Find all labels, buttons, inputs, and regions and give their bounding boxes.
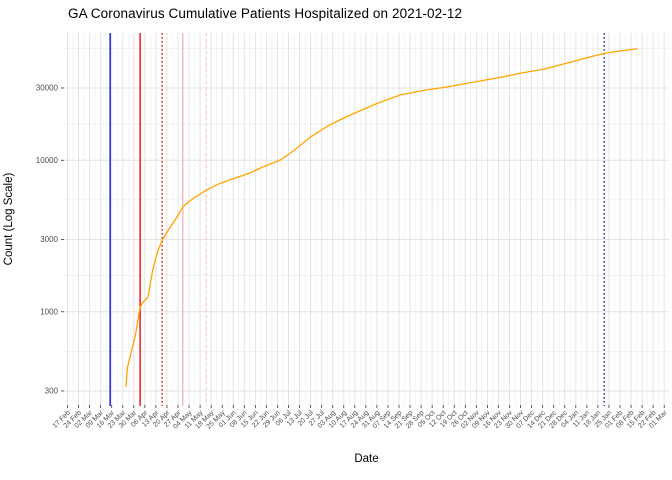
y-tick-labels: 30000 10000 3000 1000 300: [36, 84, 59, 396]
axis-ticks: [61, 87, 665, 408]
x-grid-minor: [72, 33, 660, 405]
y-tick-label: 3000: [40, 235, 58, 244]
y-tick-label: 300: [45, 387, 59, 396]
chart-title: GA Coronavirus Cumulative Patients Hospi…: [68, 6, 463, 21]
series-lines: [125, 48, 638, 387]
y-tick-label: 10000: [36, 156, 59, 165]
x-axis-title: Date: [354, 453, 379, 465]
y-grid-major: [64, 87, 669, 392]
y-grid-minor: [64, 48, 669, 352]
hospitalized-line: [125, 48, 638, 387]
y-tick-label: 1000: [40, 307, 58, 316]
reference-lines: [109, 33, 605, 406]
y-tick-label: 30000: [36, 84, 59, 93]
x-grid-major: [67, 33, 665, 405]
